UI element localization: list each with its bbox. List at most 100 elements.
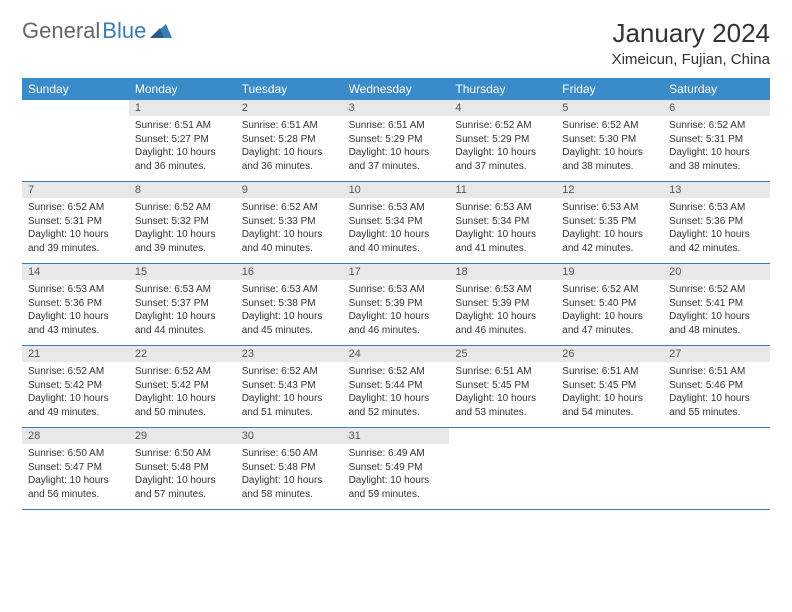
day-details: Sunrise: 6:53 AMSunset: 5:34 PMDaylight:… (343, 198, 450, 261)
day-number: 3 (343, 100, 450, 116)
calendar-cell: 3Sunrise: 6:51 AMSunset: 5:29 PMDaylight… (343, 100, 450, 182)
day-details: Sunrise: 6:52 AMSunset: 5:29 PMDaylight:… (449, 116, 556, 179)
day-number: 17 (343, 264, 450, 280)
triangle-icon (150, 18, 172, 44)
calendar-cell: 5Sunrise: 6:52 AMSunset: 5:30 PMDaylight… (556, 100, 663, 182)
calendar-cell: 28Sunrise: 6:50 AMSunset: 5:47 PMDayligh… (22, 428, 129, 510)
day-number: 4 (449, 100, 556, 116)
day-number: 8 (129, 182, 236, 198)
calendar-cell: 29Sunrise: 6:50 AMSunset: 5:48 PMDayligh… (129, 428, 236, 510)
day-details: Sunrise: 6:49 AMSunset: 5:49 PMDaylight:… (343, 444, 450, 507)
calendar-cell: 7Sunrise: 6:52 AMSunset: 5:31 PMDaylight… (22, 182, 129, 264)
day-details: Sunrise: 6:50 AMSunset: 5:48 PMDaylight:… (236, 444, 343, 507)
calendar-cell: 27Sunrise: 6:51 AMSunset: 5:46 PMDayligh… (663, 346, 770, 428)
day-number: 24 (343, 346, 450, 362)
day-number: 15 (129, 264, 236, 280)
day-details: Sunrise: 6:52 AMSunset: 5:30 PMDaylight:… (556, 116, 663, 179)
day-header: Tuesday (236, 78, 343, 100)
calendar-cell: 18Sunrise: 6:53 AMSunset: 5:39 PMDayligh… (449, 264, 556, 346)
day-header: Friday (556, 78, 663, 100)
calendar-cell: 10Sunrise: 6:53 AMSunset: 5:34 PMDayligh… (343, 182, 450, 264)
day-number: 27 (663, 346, 770, 362)
calendar-cell: 2Sunrise: 6:51 AMSunset: 5:28 PMDaylight… (236, 100, 343, 182)
calendar-cell: 16Sunrise: 6:53 AMSunset: 5:38 PMDayligh… (236, 264, 343, 346)
calendar-cell: 24Sunrise: 6:52 AMSunset: 5:44 PMDayligh… (343, 346, 450, 428)
calendar-cell: 17Sunrise: 6:53 AMSunset: 5:39 PMDayligh… (343, 264, 450, 346)
location: Ximeicun, Fujian, China (612, 51, 770, 68)
day-details: Sunrise: 6:51 AMSunset: 5:45 PMDaylight:… (449, 362, 556, 425)
day-details: Sunrise: 6:51 AMSunset: 5:45 PMDaylight:… (556, 362, 663, 425)
day-number: 25 (449, 346, 556, 362)
day-number: 31 (343, 428, 450, 444)
day-number: 20 (663, 264, 770, 280)
day-details: Sunrise: 6:51 AMSunset: 5:28 PMDaylight:… (236, 116, 343, 179)
day-details: Sunrise: 6:53 AMSunset: 5:39 PMDaylight:… (449, 280, 556, 343)
calendar-cell: . (663, 428, 770, 510)
calendar-cell: 13Sunrise: 6:53 AMSunset: 5:36 PMDayligh… (663, 182, 770, 264)
day-details: Sunrise: 6:52 AMSunset: 5:33 PMDaylight:… (236, 198, 343, 261)
day-details: Sunrise: 6:52 AMSunset: 5:42 PMDaylight:… (129, 362, 236, 425)
calendar-cell: . (556, 428, 663, 510)
day-details: Sunrise: 6:52 AMSunset: 5:31 PMDaylight:… (22, 198, 129, 261)
day-number: 1 (129, 100, 236, 116)
header: GeneralBlue January 2024 Ximeicun, Fujia… (22, 18, 770, 68)
day-number: 11 (449, 182, 556, 198)
day-number: 9 (236, 182, 343, 198)
day-number: 21 (22, 346, 129, 362)
calendar-cell: . (22, 100, 129, 182)
logo: GeneralBlue (22, 18, 172, 44)
day-details: Sunrise: 6:51 AMSunset: 5:46 PMDaylight:… (663, 362, 770, 425)
calendar-cell: 4Sunrise: 6:52 AMSunset: 5:29 PMDaylight… (449, 100, 556, 182)
calendar-header-row: SundayMondayTuesdayWednesdayThursdayFrid… (22, 78, 770, 100)
day-details: Sunrise: 6:51 AMSunset: 5:27 PMDaylight:… (129, 116, 236, 179)
day-header: Saturday (663, 78, 770, 100)
day-number: 13 (663, 182, 770, 198)
day-number: 6 (663, 100, 770, 116)
title-block: January 2024 Ximeicun, Fujian, China (612, 18, 770, 68)
calendar-cell: 22Sunrise: 6:52 AMSunset: 5:42 PMDayligh… (129, 346, 236, 428)
day-details: Sunrise: 6:52 AMSunset: 5:32 PMDaylight:… (129, 198, 236, 261)
day-details: Sunrise: 6:50 AMSunset: 5:48 PMDaylight:… (129, 444, 236, 507)
calendar-cell: 25Sunrise: 6:51 AMSunset: 5:45 PMDayligh… (449, 346, 556, 428)
calendar-body: .1Sunrise: 6:51 AMSunset: 5:27 PMDayligh… (22, 100, 770, 510)
day-details: Sunrise: 6:50 AMSunset: 5:47 PMDaylight:… (22, 444, 129, 507)
day-number: 29 (129, 428, 236, 444)
day-number: 30 (236, 428, 343, 444)
calendar-cell: 1Sunrise: 6:51 AMSunset: 5:27 PMDaylight… (129, 100, 236, 182)
day-details: Sunrise: 6:53 AMSunset: 5:35 PMDaylight:… (556, 198, 663, 261)
day-details: Sunrise: 6:52 AMSunset: 5:31 PMDaylight:… (663, 116, 770, 179)
calendar-cell: 14Sunrise: 6:53 AMSunset: 5:36 PMDayligh… (22, 264, 129, 346)
day-details: Sunrise: 6:53 AMSunset: 5:37 PMDaylight:… (129, 280, 236, 343)
calendar-cell: 12Sunrise: 6:53 AMSunset: 5:35 PMDayligh… (556, 182, 663, 264)
month-title: January 2024 (612, 18, 770, 49)
day-details: Sunrise: 6:51 AMSunset: 5:29 PMDaylight:… (343, 116, 450, 179)
day-details: Sunrise: 6:53 AMSunset: 5:34 PMDaylight:… (449, 198, 556, 261)
day-details: Sunrise: 6:53 AMSunset: 5:36 PMDaylight:… (663, 198, 770, 261)
day-header: Monday (129, 78, 236, 100)
day-details: Sunrise: 6:52 AMSunset: 5:44 PMDaylight:… (343, 362, 450, 425)
calendar-cell: 8Sunrise: 6:52 AMSunset: 5:32 PMDaylight… (129, 182, 236, 264)
day-number: 10 (343, 182, 450, 198)
day-number: 22 (129, 346, 236, 362)
calendar-cell: 31Sunrise: 6:49 AMSunset: 5:49 PMDayligh… (343, 428, 450, 510)
day-number: 12 (556, 182, 663, 198)
day-number: 19 (556, 264, 663, 280)
calendar-cell: 21Sunrise: 6:52 AMSunset: 5:42 PMDayligh… (22, 346, 129, 428)
calendar-cell: 19Sunrise: 6:52 AMSunset: 5:40 PMDayligh… (556, 264, 663, 346)
calendar-cell: 26Sunrise: 6:51 AMSunset: 5:45 PMDayligh… (556, 346, 663, 428)
calendar-cell: 6Sunrise: 6:52 AMSunset: 5:31 PMDaylight… (663, 100, 770, 182)
day-number: 5 (556, 100, 663, 116)
day-details: Sunrise: 6:52 AMSunset: 5:40 PMDaylight:… (556, 280, 663, 343)
day-number: 26 (556, 346, 663, 362)
calendar-cell: 11Sunrise: 6:53 AMSunset: 5:34 PMDayligh… (449, 182, 556, 264)
day-details: Sunrise: 6:53 AMSunset: 5:38 PMDaylight:… (236, 280, 343, 343)
day-details: Sunrise: 6:53 AMSunset: 5:36 PMDaylight:… (22, 280, 129, 343)
day-number: 18 (449, 264, 556, 280)
day-number: 7 (22, 182, 129, 198)
day-header: Sunday (22, 78, 129, 100)
day-number: 23 (236, 346, 343, 362)
calendar-cell: 30Sunrise: 6:50 AMSunset: 5:48 PMDayligh… (236, 428, 343, 510)
day-number: 28 (22, 428, 129, 444)
day-number: 2 (236, 100, 343, 116)
day-number: 14 (22, 264, 129, 280)
